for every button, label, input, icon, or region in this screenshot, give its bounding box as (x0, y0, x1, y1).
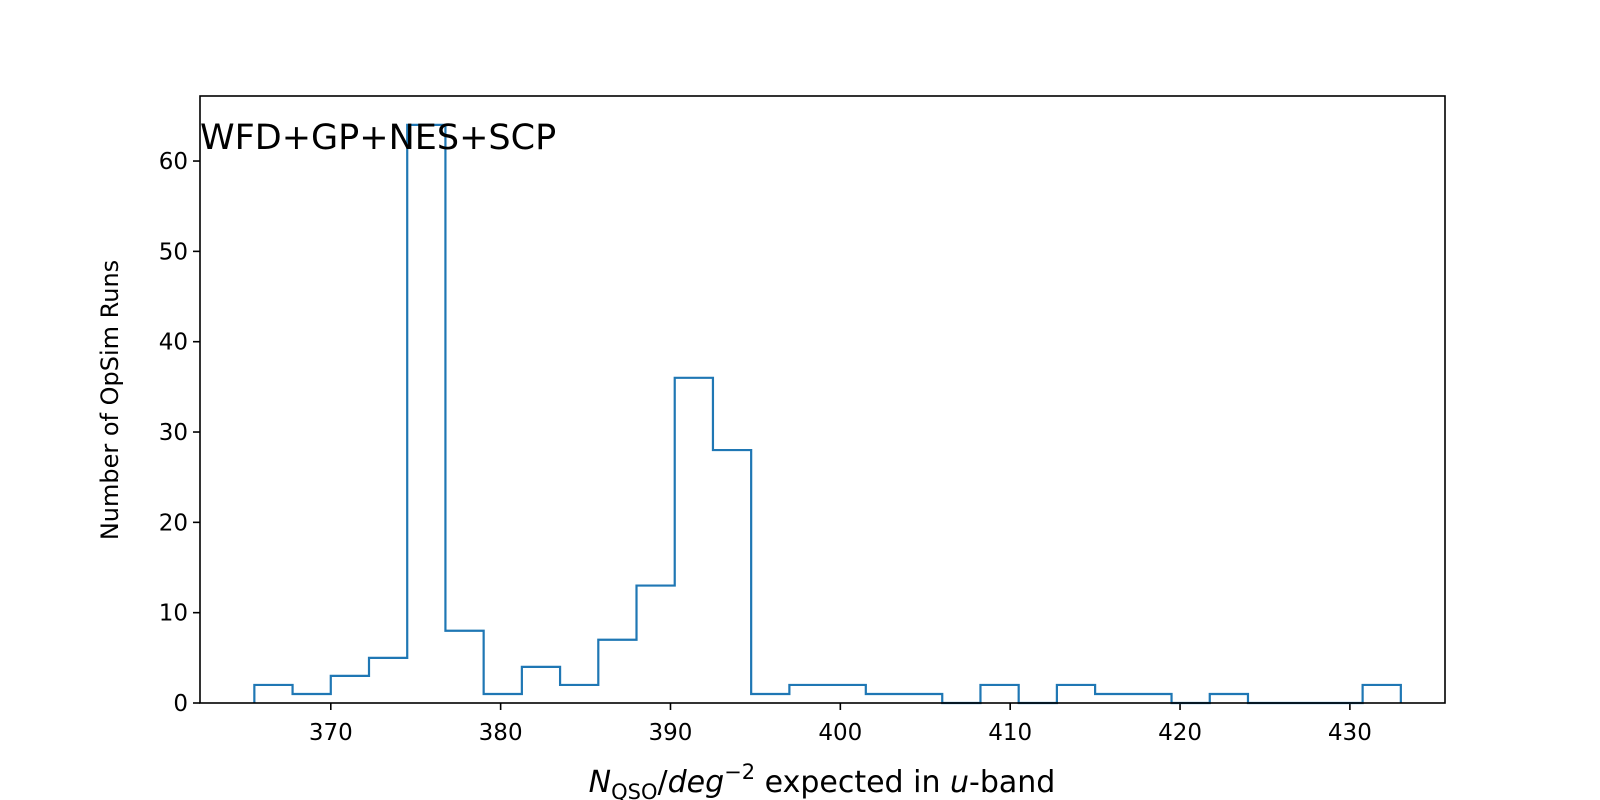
x-tick-label: 410 (988, 720, 1032, 746)
y-tick-label: 30 (159, 420, 188, 446)
x-axis-label: NQSO/deg−2 expected in u-band (589, 760, 1056, 800)
x-label-exponent: −2 (724, 760, 755, 784)
y-tick-label: 60 (159, 149, 188, 175)
plot-frame (199, 95, 1446, 704)
y-tick-label: 10 (159, 601, 188, 627)
x-label-subscript: QSO (611, 780, 657, 800)
y-tick-label: 0 (173, 691, 188, 717)
plot-area (200, 96, 1445, 703)
y-tick-label: 20 (159, 510, 188, 536)
x-label-middle: expected in (755, 765, 950, 800)
x-axis-ticks: 370 380 390 400 410 420 430 (309, 703, 1372, 746)
x-tick-label: 400 (818, 720, 862, 746)
x-tick-label: 430 (1328, 720, 1372, 746)
x-label-slash: / (657, 765, 668, 800)
x-label-unit: deg (668, 765, 725, 800)
x-tick-label: 420 (1158, 720, 1202, 746)
y-tick-label: 40 (159, 330, 188, 356)
y-tick-label: 50 (159, 239, 188, 265)
x-label-suffix: -band (969, 765, 1055, 800)
chart-annotation: WFD+GP+NES+SCP (200, 118, 556, 158)
x-label-band: u (950, 765, 969, 800)
x-tick-label: 390 (649, 720, 693, 746)
x-label-symbol: N (589, 765, 611, 800)
y-axis-ticks: 0 10 20 30 40 50 60 (159, 149, 200, 717)
y-axis-label: Number of OpSim Runs (96, 260, 124, 540)
x-tick-label: 380 (479, 720, 523, 746)
x-tick-label: 370 (309, 720, 353, 746)
